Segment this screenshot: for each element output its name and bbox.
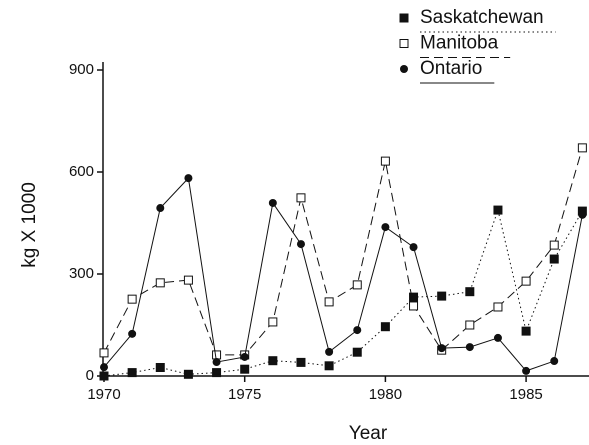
data-point — [437, 291, 447, 301]
data-point — [212, 358, 221, 367]
data-point — [183, 275, 193, 285]
x-tick-label: 1975 — [228, 386, 261, 403]
data-point — [184, 174, 193, 183]
data-point — [521, 276, 531, 286]
data-point — [296, 357, 306, 367]
y-tick-label: 900 — [69, 61, 94, 78]
y-tick-label: 600 — [69, 163, 94, 180]
data-point — [352, 347, 362, 357]
data-point — [155, 363, 165, 372]
data-point — [493, 205, 503, 215]
data-point — [522, 366, 531, 375]
x-tick-label: 1970 — [87, 386, 120, 403]
data-point — [352, 280, 362, 290]
data-point — [296, 193, 306, 203]
data-point — [381, 223, 390, 232]
x-tick-label: 1985 — [509, 386, 542, 403]
data-point — [380, 156, 390, 166]
data-point — [268, 317, 278, 327]
series-line — [103, 208, 583, 377]
legend-marker — [400, 65, 408, 73]
legend-label: Saskatchewan — [420, 7, 544, 28]
series-line — [103, 147, 583, 356]
data-point — [493, 302, 503, 312]
data-point — [99, 371, 109, 381]
data-point — [578, 210, 587, 219]
data-point — [127, 294, 137, 304]
data-point — [549, 254, 559, 264]
data-point — [212, 368, 222, 378]
data-point — [577, 143, 587, 153]
data-point — [324, 361, 334, 371]
data-point — [324, 297, 334, 307]
data-point — [128, 329, 137, 338]
y-tick-label: 300 — [69, 265, 94, 282]
data-point — [212, 350, 222, 360]
data-point — [127, 368, 137, 378]
data-point — [99, 348, 109, 358]
data-point — [437, 344, 446, 353]
y-axis-label: kg X 1000 — [19, 182, 40, 268]
data-point — [240, 364, 250, 374]
data-point — [549, 240, 559, 250]
data-point — [325, 347, 334, 356]
data-point — [296, 240, 305, 249]
data-point — [268, 198, 277, 207]
data-point — [380, 322, 390, 332]
data-point — [155, 278, 165, 288]
legend-marker — [399, 13, 409, 23]
series-line — [103, 177, 583, 372]
legend-label: Ontario — [420, 58, 482, 79]
data-point — [268, 356, 278, 366]
legend-marker — [399, 39, 409, 48]
legend-label: Manitoba — [420, 33, 499, 54]
data-point — [100, 363, 108, 372]
data-point — [156, 204, 165, 213]
data-point — [521, 326, 531, 336]
data-point — [465, 343, 474, 352]
data-point — [240, 352, 249, 361]
y-tick-label: 0 — [86, 367, 94, 384]
x-axis-label: Year — [349, 423, 388, 444]
data-point — [183, 369, 193, 379]
data-point — [550, 357, 559, 366]
data-point — [353, 326, 362, 335]
data-point — [465, 287, 475, 297]
data-point — [409, 243, 418, 252]
data-point — [493, 333, 502, 342]
data-point — [409, 301, 419, 311]
data-point — [409, 292, 419, 302]
data-point — [465, 320, 475, 330]
x-tick-label: 1980 — [369, 386, 402, 403]
